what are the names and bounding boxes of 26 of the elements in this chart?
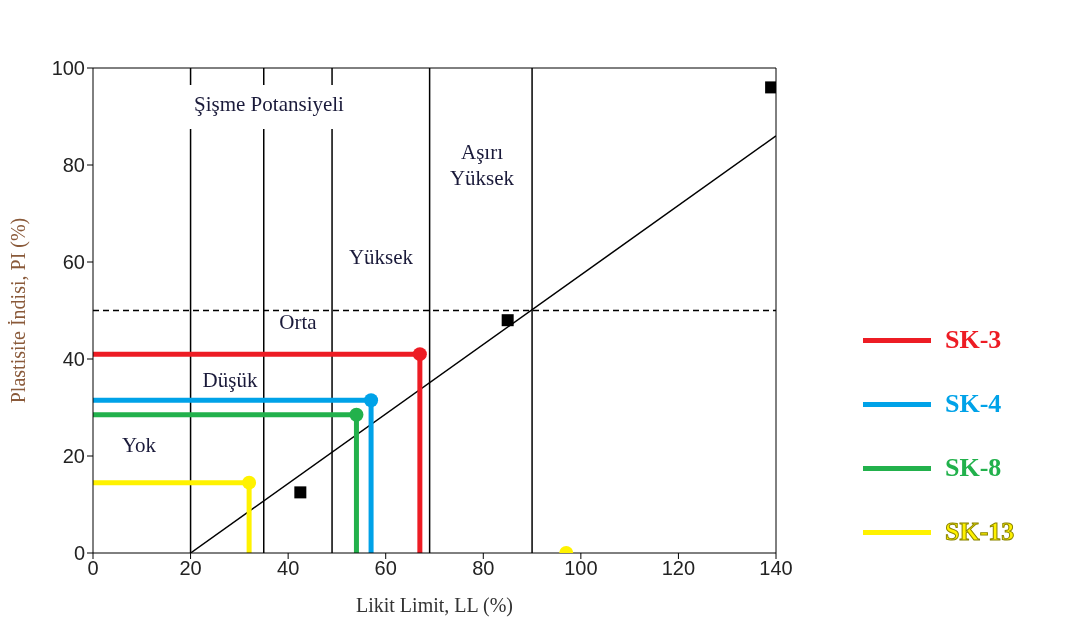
annotation: Yok <box>121 432 157 458</box>
y-tick-label: 80 <box>62 154 85 177</box>
annotation: Aşırı Yüksek <box>449 139 515 191</box>
y-axis-title: Plastisite İndisi, PI (%) <box>7 217 31 404</box>
annotation: Yüksek <box>348 244 414 270</box>
annotation: Şişme Potansiyeli <box>188 85 350 129</box>
x-tick-label: 40 <box>277 557 300 580</box>
x-axis-title: Likit Limit, LL (%) <box>355 594 514 618</box>
x-tick-label: 80 <box>472 557 495 580</box>
y-tick-label: 0 <box>73 542 85 565</box>
legend-label: SK-4 <box>945 389 1002 419</box>
legend-label: SK-3 <box>945 325 1002 355</box>
y-tick-label: 60 <box>62 251 85 274</box>
x-tick-label: 0 <box>87 557 99 580</box>
legend-label: SK-13 <box>945 517 1015 547</box>
x-tick-label: 140 <box>759 557 793 580</box>
y-tick-label: 20 <box>62 445 85 468</box>
x-tick-label: 100 <box>564 557 598 580</box>
y-tick-label: 40 <box>62 348 85 371</box>
x-tick-label: 60 <box>374 557 397 580</box>
annotation: Düşük <box>202 367 258 393</box>
x-tick-label: 120 <box>661 557 696 580</box>
legend-label: SK-8 <box>945 453 1002 483</box>
x-tick-label: 20 <box>179 557 202 580</box>
annotation: Orta <box>279 309 317 335</box>
y-tick-label: 100 <box>51 57 85 80</box>
